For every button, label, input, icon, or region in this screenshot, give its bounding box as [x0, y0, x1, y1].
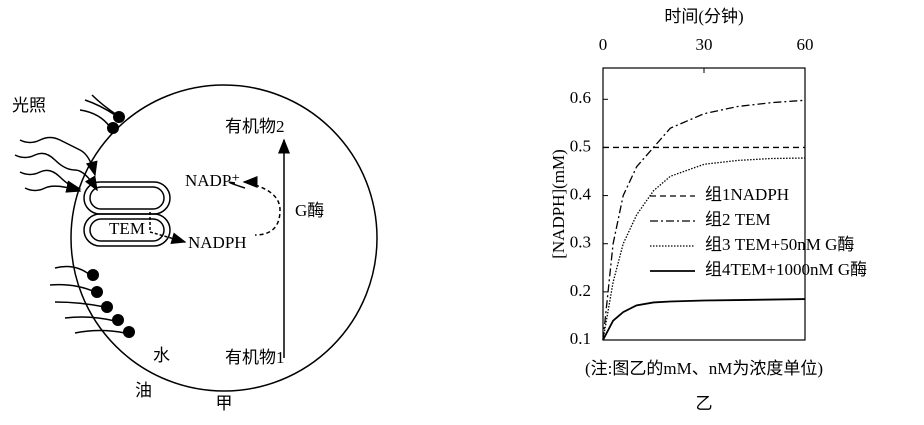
y-tick-label: 0.6 — [570, 88, 591, 107]
cycle-arrow — [255, 185, 280, 235]
caption: 乙 — [696, 394, 713, 413]
note: (注:图乙的mM、nM为浓度单位) — [585, 359, 823, 378]
x-tick-label: 0 — [599, 35, 608, 54]
series-line — [603, 299, 805, 340]
label: 有机物2 — [225, 117, 285, 136]
label: 光照 — [12, 96, 46, 115]
tails — [80, 95, 117, 127]
thylakoid-inner — [90, 187, 164, 209]
legend-label: 组2 TEM — [705, 210, 771, 229]
legend-label: 组4TEM+1000nM G酶 — [705, 260, 867, 279]
y-tick-label: 0.5 — [570, 136, 591, 155]
page: 光照 有机物2 NADP⁺ G酶 TEM NADPH 有机物1 水 油 甲 时间… — [0, 0, 924, 425]
y-tick-label: 0.3 — [570, 233, 591, 252]
legend-label: 组1NADPH — [705, 185, 789, 204]
x-axis-title: 时间(分钟) — [664, 7, 743, 26]
y-tick-label: 0.1 — [570, 329, 591, 348]
caption: 甲 — [216, 394, 233, 413]
label: 水 — [153, 346, 170, 365]
legend-label: 组3 TEM+50nM G酶 — [705, 235, 854, 254]
y-tick-label: 0.4 — [570, 184, 592, 203]
y-axis-title: [NADPH](mM) — [549, 149, 568, 259]
y-tick-label: 0.2 — [570, 281, 591, 300]
x-tick-label: 30 — [696, 35, 713, 54]
x-tick-label: 60 — [797, 35, 814, 54]
figure: 光照 有机物2 NADP⁺ G酶 TEM NADPH 有机物1 水 油 甲 时间… — [0, 0, 924, 425]
label: G酶 — [295, 201, 324, 220]
label: 油 — [135, 381, 152, 400]
label: NADPH — [188, 233, 247, 252]
series-line — [603, 100, 805, 340]
light-ray — [15, 153, 97, 190]
label: NADP⁺ — [185, 171, 240, 190]
label: 有机物1 — [225, 348, 285, 367]
label: TEM — [109, 219, 145, 238]
